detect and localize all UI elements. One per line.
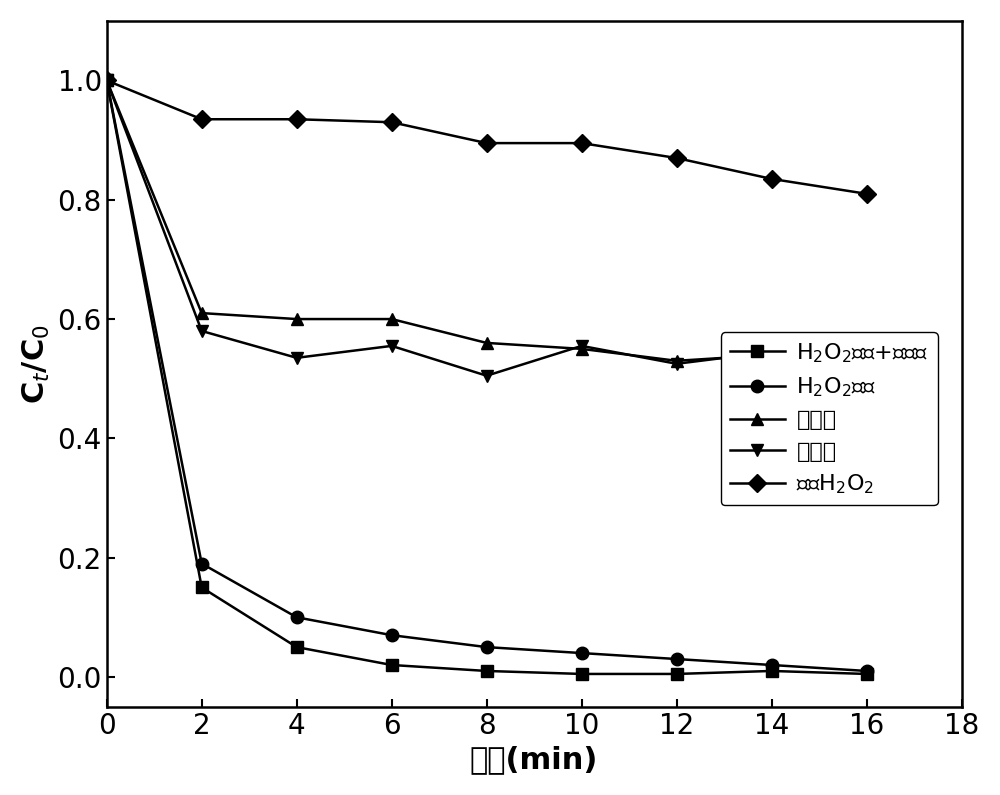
只加H$_2$O$_2$ xyxy=(766,174,778,184)
只加H$_2$O$_2$ xyxy=(576,138,588,148)
只加H$_2$O$_2$ xyxy=(196,114,208,124)
Line: 只加H$_2$O$_2$: 只加H$_2$O$_2$ xyxy=(100,74,873,200)
暗吸附 xyxy=(101,76,113,85)
H$_2$O$_2$活化+光催化 xyxy=(576,669,588,679)
Line: H$_2$O$_2$活化+光催化: H$_2$O$_2$活化+光催化 xyxy=(100,74,873,681)
暗吸附 xyxy=(196,326,208,335)
只加H$_2$O$_2$ xyxy=(671,153,683,163)
H$_2$O$_2$活化 xyxy=(291,612,303,622)
光催化 xyxy=(671,356,683,366)
暗吸附 xyxy=(861,353,873,363)
只加H$_2$O$_2$ xyxy=(386,118,398,127)
H$_2$O$_2$活化 xyxy=(671,654,683,664)
暗吸附 xyxy=(766,347,778,357)
暗吸附 xyxy=(576,341,588,351)
Y-axis label: C$_{t}$/C$_{0}$: C$_{t}$/C$_{0}$ xyxy=(21,324,52,404)
暗吸附 xyxy=(291,353,303,363)
光催化 xyxy=(576,344,588,354)
H$_2$O$_2$活化 xyxy=(101,76,113,85)
只加H$_2$O$_2$ xyxy=(481,138,493,148)
H$_2$O$_2$活化 xyxy=(386,630,398,640)
H$_2$O$_2$活化 xyxy=(576,648,588,657)
H$_2$O$_2$活化+光催化 xyxy=(101,76,113,85)
H$_2$O$_2$活化+光催化 xyxy=(386,660,398,669)
光催化 xyxy=(766,350,778,359)
Line: 暗吸附: 暗吸附 xyxy=(100,74,873,382)
光催化 xyxy=(291,314,303,324)
暗吸附 xyxy=(386,341,398,351)
H$_2$O$_2$活化+光催化 xyxy=(766,666,778,676)
H$_2$O$_2$活化+光催化 xyxy=(196,583,208,592)
光催化 xyxy=(101,76,113,85)
Line: H$_2$O$_2$活化: H$_2$O$_2$活化 xyxy=(100,74,873,677)
光催化 xyxy=(386,314,398,324)
H$_2$O$_2$活化+光催化 xyxy=(291,642,303,652)
H$_2$O$_2$活化+光催化 xyxy=(481,666,493,676)
光催化 xyxy=(481,338,493,347)
只加H$_2$O$_2$ xyxy=(101,76,113,85)
H$_2$O$_2$活化+光催化 xyxy=(861,669,873,679)
光催化 xyxy=(196,308,208,318)
只加H$_2$O$_2$ xyxy=(861,189,873,199)
H$_2$O$_2$活化 xyxy=(861,666,873,676)
Legend: H$_2$O$_2$活化+光催化, H$_2$O$_2$活化, 光催化, 暗吸附, 只加H$_2$O$_2$: H$_2$O$_2$活化+光催化, H$_2$O$_2$活化, 光催化, 暗吸附… xyxy=(721,332,938,505)
H$_2$O$_2$活化 xyxy=(481,642,493,652)
暗吸附 xyxy=(481,371,493,381)
光催化 xyxy=(861,353,873,363)
X-axis label: 时间(min): 时间(min) xyxy=(470,745,598,774)
H$_2$O$_2$活化 xyxy=(766,660,778,669)
H$_2$O$_2$活化 xyxy=(196,559,208,568)
H$_2$O$_2$活化+光催化 xyxy=(671,669,683,679)
Line: 光催化: 光催化 xyxy=(100,74,873,367)
暗吸附 xyxy=(671,359,683,369)
只加H$_2$O$_2$ xyxy=(291,114,303,124)
